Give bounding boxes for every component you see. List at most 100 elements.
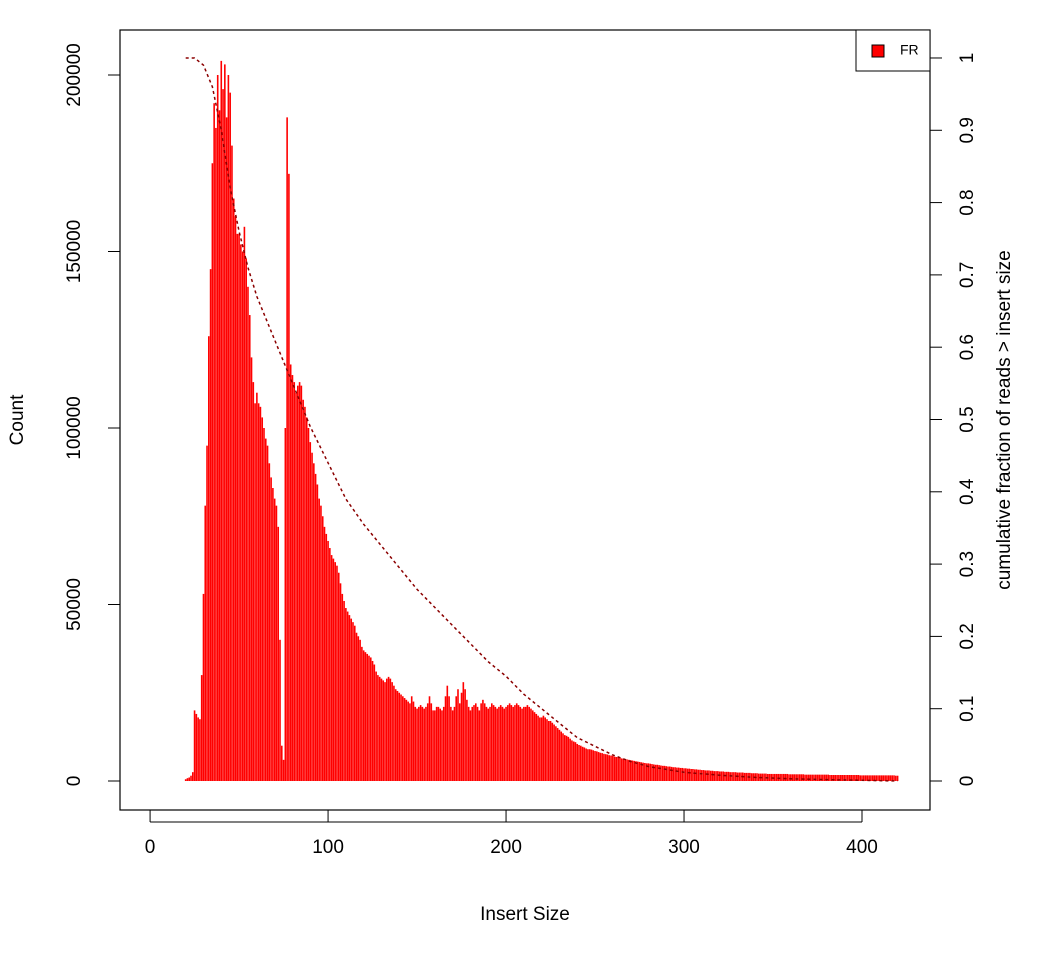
x-tick-label: 100 [312, 837, 344, 858]
bar [631, 760, 634, 782]
bar [612, 755, 614, 782]
x-tick-label: 0 [145, 837, 156, 858]
bar [243, 226, 246, 782]
bar [485, 706, 488, 782]
bar [790, 774, 792, 782]
bar [651, 764, 653, 782]
bar [300, 385, 303, 782]
bar [238, 233, 240, 782]
bar [882, 775, 885, 782]
bar [191, 772, 194, 782]
bar [873, 775, 876, 782]
bar [369, 657, 372, 782]
bar [763, 773, 765, 782]
bar [330, 555, 333, 782]
bar [715, 771, 717, 782]
bar [879, 775, 881, 782]
bar [583, 747, 586, 782]
bar [852, 775, 854, 782]
bar [567, 736, 570, 782]
bar [378, 676, 381, 782]
bar [681, 767, 684, 782]
y-tick-label: 200000 [64, 43, 85, 106]
bar [232, 198, 235, 782]
bar [809, 774, 812, 782]
bar [668, 766, 671, 782]
y2-tick-label: 1 [957, 53, 978, 64]
bar [371, 660, 374, 782]
bar [204, 505, 207, 782]
bar [517, 705, 520, 782]
y2-tick-label: 0.5 [957, 406, 978, 432]
bar [722, 771, 724, 782]
bar [709, 770, 712, 782]
bar [578, 744, 580, 782]
bar [862, 775, 865, 782]
bar [234, 216, 237, 782]
bar [297, 385, 299, 782]
bar [864, 775, 867, 782]
bar [289, 364, 292, 782]
bar [250, 357, 253, 782]
bar [667, 766, 669, 782]
bar [428, 696, 431, 782]
bar [403, 698, 406, 782]
bar [738, 772, 741, 782]
bar [880, 775, 883, 782]
bar [875, 775, 878, 782]
bar [320, 505, 322, 782]
bar [489, 706, 491, 782]
bar [572, 741, 575, 782]
bar [855, 775, 858, 782]
bar [394, 689, 397, 782]
bar [382, 680, 385, 782]
bar [807, 774, 810, 782]
bar [366, 653, 369, 782]
bar [345, 608, 347, 782]
bar [329, 548, 331, 782]
bar [848, 775, 851, 782]
bar [339, 583, 342, 782]
bar [327, 540, 329, 782]
bar [442, 706, 445, 782]
bar [298, 382, 301, 782]
bar [615, 756, 618, 782]
bar [606, 754, 609, 782]
bar [478, 710, 481, 782]
bar [887, 775, 890, 782]
bar [348, 615, 351, 782]
bar [813, 774, 815, 782]
bar [286, 117, 288, 782]
bar [624, 759, 627, 782]
bar [425, 706, 427, 782]
bar [460, 692, 463, 782]
bar [184, 779, 187, 782]
bar [334, 562, 336, 782]
bar [626, 759, 628, 782]
bar [293, 382, 296, 782]
bar [409, 703, 411, 782]
bar [542, 715, 545, 782]
bar [604, 754, 607, 782]
bar [800, 774, 803, 782]
bar [596, 751, 598, 782]
bar [430, 703, 433, 782]
bar [713, 771, 716, 782]
bar [652, 764, 655, 782]
bar [471, 706, 474, 782]
bar [834, 775, 837, 782]
bar [446, 685, 449, 782]
bar [279, 639, 281, 782]
bar [385, 678, 388, 782]
bar [818, 774, 821, 782]
bar [843, 775, 846, 782]
bar [861, 775, 863, 782]
bar [254, 403, 256, 782]
bar [688, 768, 691, 782]
y-tick-label: 150000 [64, 220, 85, 283]
bar [779, 773, 781, 782]
bar [697, 769, 700, 782]
bar [346, 611, 349, 782]
bar [592, 750, 595, 782]
bar [539, 717, 541, 782]
